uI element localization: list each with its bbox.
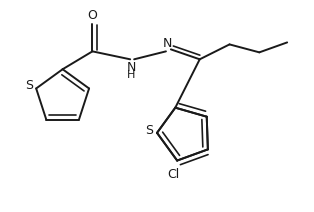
Text: Cl: Cl xyxy=(167,168,179,181)
Text: N: N xyxy=(163,37,173,50)
Text: H: H xyxy=(127,70,135,80)
Text: S: S xyxy=(145,124,153,137)
Text: N: N xyxy=(127,61,136,74)
Text: S: S xyxy=(25,79,33,92)
Text: O: O xyxy=(88,9,97,22)
